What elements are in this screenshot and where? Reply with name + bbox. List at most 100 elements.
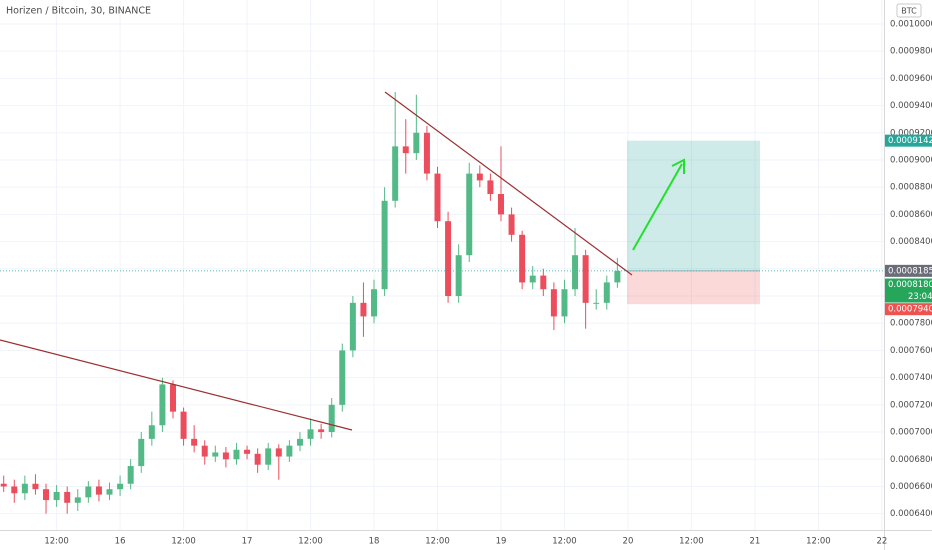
candle-body [32,483,39,490]
candle-body [540,275,547,290]
candle-body [21,483,28,494]
price-tag-label: 0.0008180 [888,280,932,290]
candle-body [339,350,346,405]
candle-body [74,497,81,503]
candle-body [307,429,314,439]
y-tick-label: 0.0006800 [890,455,932,465]
loss-zone [627,270,760,305]
arrow-head [671,158,685,174]
price-tag [885,134,932,147]
y-tick-label: 0.0008800 [890,183,932,193]
candle-body [222,452,229,460]
grid [0,0,884,530]
candle-body [455,255,462,297]
candle-body [593,302,600,304]
candle-body [180,411,187,439]
y-tick-label: 0.0008600 [890,210,932,220]
candle-body [413,132,420,154]
candle-body [550,289,557,317]
x-tick-label: 19 [496,537,507,547]
candle-body [43,489,50,501]
position-tool [0,140,884,305]
y-tick-label: 0.0007800 [890,319,932,329]
y-tick-label: 0.0006600 [890,482,932,492]
profit-zone [627,140,760,271]
x-tick-label: 22 [876,537,887,547]
candle-body [603,282,610,303]
candle-body [85,486,92,498]
y-tick-label: 0.0009200 [890,128,932,138]
candle-body [286,445,293,457]
candle-body [127,466,134,484]
x-tick-label: 12:00 [679,537,704,547]
x-tick-label: 18 [369,537,380,547]
trend-line [0,339,353,431]
price-tag [885,278,932,303]
y-tick-label: 0.0007000 [890,428,932,438]
candle-body [148,425,155,439]
price-tag [885,303,932,316]
price-tag [885,264,932,277]
candle-body [572,255,579,290]
axes: 0.0010000 0.0009800 0.0009600 0.0009400 0.00… [44,19,932,547]
candle-body [582,255,589,303]
arrow [632,163,683,251]
x-tick-label: 12:00 [171,537,196,547]
y-tick-label: 0.0009000 [890,155,932,165]
candle-body [561,289,568,317]
candle-body [64,491,71,503]
candle-body [117,483,124,490]
candle-body [328,404,335,433]
candle-body [423,132,430,174]
candle-body [349,302,356,351]
x-tick-label: 12:00 [44,537,69,547]
candle-body [381,200,388,290]
candle-body [529,275,536,283]
x-tick-label: 12:00 [425,537,450,547]
candle-body [371,289,378,317]
candle-body [11,486,18,494]
candle-body [0,483,7,487]
x-tick-label: 17 [242,537,253,547]
candle-body [519,234,526,283]
y-tick-label: 0.0007600 [890,346,932,356]
x-tick-label: 16 [115,537,126,547]
x-tick-label: 12:00 [298,537,323,547]
candle-body [275,448,282,457]
candle-body [402,146,409,154]
candle-body [434,173,441,222]
y-tick-label: 0.0008400 [890,237,932,247]
candle-body [201,445,208,457]
candle-body [508,214,515,235]
x-tick-label: 12:00 [806,537,831,547]
candle-body [296,438,303,446]
y-tick-label: 0.0009600 [890,74,932,84]
currency: BTC [901,7,917,16]
price-tag-label: 0.0007940 [888,305,932,315]
y-tick-label: 0.0006400 [890,509,932,519]
currency-badge [896,3,922,18]
candle-body [487,180,494,194]
candle-body [159,384,166,426]
candle-body [106,489,113,495]
candle-body [95,486,102,495]
candle-body [212,452,219,457]
x-tick-label: 21 [750,537,761,547]
candle-body [254,453,261,465]
chart-title: Horizen / Bitcoin, 30, BINANCE [6,6,151,17]
candle-body [614,270,621,283]
x-tick-label: 12:00 [552,537,577,547]
candle-body [138,438,145,467]
y-tick-label: 0.0009800 [890,47,932,57]
candle-body [244,449,251,454]
candle-body [360,302,367,317]
candle-body [233,449,240,460]
candle-body [169,384,176,412]
candle-body [466,173,473,256]
x-tick-label: 20 [623,537,634,547]
y-tick-label: 0.0010000 [890,19,932,29]
candle-body [476,173,483,181]
time-axis [0,530,884,550]
